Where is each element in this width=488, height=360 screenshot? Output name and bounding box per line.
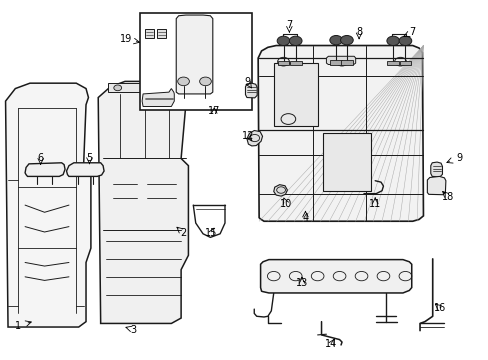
Polygon shape bbox=[246, 131, 262, 146]
Text: 14: 14 bbox=[325, 339, 337, 349]
Polygon shape bbox=[25, 163, 65, 176]
Polygon shape bbox=[260, 260, 411, 293]
Polygon shape bbox=[330, 60, 341, 64]
Bar bbox=[108, 83, 183, 92]
Circle shape bbox=[386, 36, 399, 45]
Polygon shape bbox=[427, 176, 445, 195]
Text: 17: 17 bbox=[208, 106, 220, 116]
Text: 10: 10 bbox=[280, 199, 292, 210]
Polygon shape bbox=[142, 89, 174, 107]
Text: 2: 2 bbox=[180, 228, 186, 238]
Text: 7: 7 bbox=[409, 27, 415, 37]
Polygon shape bbox=[144, 30, 154, 39]
Text: 4: 4 bbox=[302, 213, 308, 223]
Polygon shape bbox=[399, 60, 410, 65]
Bar bbox=[273, 63, 317, 126]
Text: 1: 1 bbox=[15, 321, 21, 331]
Text: 5: 5 bbox=[86, 153, 92, 163]
Text: 13: 13 bbox=[295, 278, 307, 288]
Text: 18: 18 bbox=[441, 192, 453, 202]
Polygon shape bbox=[277, 60, 289, 65]
Text: 9: 9 bbox=[244, 77, 250, 87]
Circle shape bbox=[277, 36, 289, 45]
Bar bbox=[322, 134, 370, 191]
Circle shape bbox=[340, 36, 352, 45]
Polygon shape bbox=[245, 83, 257, 98]
Polygon shape bbox=[289, 60, 301, 65]
Polygon shape bbox=[98, 81, 190, 323]
Polygon shape bbox=[340, 60, 352, 64]
Text: 19: 19 bbox=[120, 35, 132, 44]
Text: 6: 6 bbox=[38, 153, 43, 163]
Circle shape bbox=[177, 77, 189, 86]
Polygon shape bbox=[66, 163, 104, 176]
Circle shape bbox=[153, 85, 160, 91]
Text: 3: 3 bbox=[130, 325, 136, 334]
Text: 9: 9 bbox=[455, 153, 461, 163]
Bar bbox=[140, 13, 251, 110]
Polygon shape bbox=[5, 83, 91, 327]
Text: 12: 12 bbox=[241, 131, 254, 141]
Text: 15: 15 bbox=[205, 228, 217, 238]
Circle shape bbox=[114, 85, 122, 91]
Circle shape bbox=[289, 36, 302, 45]
Polygon shape bbox=[386, 60, 398, 65]
Polygon shape bbox=[326, 56, 355, 64]
Text: 11: 11 bbox=[368, 199, 381, 210]
Polygon shape bbox=[273, 185, 287, 196]
Text: 16: 16 bbox=[433, 303, 446, 314]
Circle shape bbox=[329, 36, 342, 45]
Polygon shape bbox=[143, 39, 163, 46]
Circle shape bbox=[199, 77, 211, 86]
Text: 7: 7 bbox=[285, 20, 292, 30]
Text: 8: 8 bbox=[355, 27, 362, 37]
Circle shape bbox=[398, 36, 411, 45]
Polygon shape bbox=[258, 45, 423, 221]
Polygon shape bbox=[176, 15, 212, 94]
Polygon shape bbox=[430, 162, 442, 177]
Polygon shape bbox=[157, 30, 166, 39]
